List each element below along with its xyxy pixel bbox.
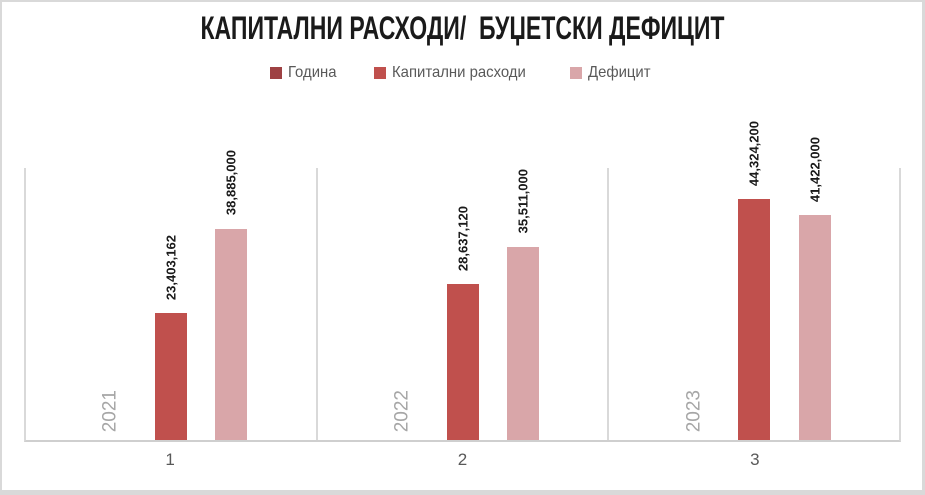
category-axis-label: 1 bbox=[165, 450, 175, 469]
category-group: 2023 44,324,200 41,422,000 bbox=[609, 121, 899, 440]
legend-swatch-deficit-icon bbox=[569, 67, 582, 79]
deficit-data-label: 41,422,000 bbox=[807, 136, 823, 202]
year-data-label: 2022 bbox=[391, 389, 413, 432]
capital-expenditures-data-label: 28,637,120 bbox=[455, 206, 470, 272]
year-data-label: 2023 bbox=[683, 389, 705, 432]
chart-legend: Година Капитални расходи Дефицит bbox=[0, 64, 925, 82]
capital-expenditures-data-label: 23,403,162 bbox=[163, 234, 179, 300]
capital-expenditures-data-label-text: 28,637,120 bbox=[455, 206, 470, 272]
legend-label-year: Година bbox=[287, 64, 337, 81]
category-group: 2021 23,403,162 38,885,000 bbox=[26, 150, 318, 440]
category-group: 2022 28,637,120 35,511,000 bbox=[318, 168, 610, 440]
legend-item-year: Година bbox=[269, 64, 340, 82]
deficit-bar bbox=[215, 228, 248, 440]
deficit-bar bbox=[507, 246, 540, 440]
deficit-data-label-text: 41,422,000 bbox=[807, 136, 823, 202]
chart-title: КАПИТАЛНИ РАСХОДИ/ БУЏЕТСКИ ДЕФИЦИТ bbox=[200, 10, 725, 46]
deficit-data-label: 38,885,000 bbox=[223, 150, 239, 216]
deficit-data-label-text: 38,885,000 bbox=[223, 150, 239, 216]
category-axis: 1 2 3 bbox=[24, 450, 901, 470]
legend-label-capital-expenditures: Капитални расходи bbox=[392, 64, 526, 81]
category-axis-label: 3 bbox=[750, 450, 760, 469]
capital-expenditures-bar bbox=[446, 284, 479, 440]
legend-label-deficit: Дефицит bbox=[587, 64, 651, 81]
capital-expenditures-data-label-text: 23,403,162 bbox=[163, 234, 179, 300]
legend-swatch-year-icon bbox=[269, 67, 282, 79]
year-data-label: 2021 bbox=[99, 389, 121, 432]
capital-expenditures-data-label-text: 44,324,200 bbox=[746, 120, 762, 186]
capital-expenditures-bar bbox=[154, 312, 187, 440]
legend-item-capital-expenditures: Капитални расходи bbox=[374, 64, 536, 82]
deficit-bar bbox=[798, 214, 831, 440]
category-axis-label: 2 bbox=[457, 450, 468, 469]
capital-expenditures-bar bbox=[738, 198, 771, 440]
legend-swatch-capital-expenditures-icon bbox=[374, 67, 387, 79]
year-data-label-text: 2021 bbox=[99, 389, 121, 432]
year-data-label-text: 2023 bbox=[683, 389, 705, 432]
plot-area: 2021 23,403,162 38,885,000 2022 28,637,120 35… bbox=[24, 121, 901, 442]
legend-item-deficit: Дефицит bbox=[569, 64, 655, 82]
capital-expenditures-data-label: 44,324,200 bbox=[746, 120, 762, 186]
deficit-data-label-text: 35,511,000 bbox=[515, 169, 531, 234]
year-data-label-text: 2022 bbox=[391, 389, 413, 432]
deficit-data-label: 35,511,000 bbox=[515, 169, 531, 234]
